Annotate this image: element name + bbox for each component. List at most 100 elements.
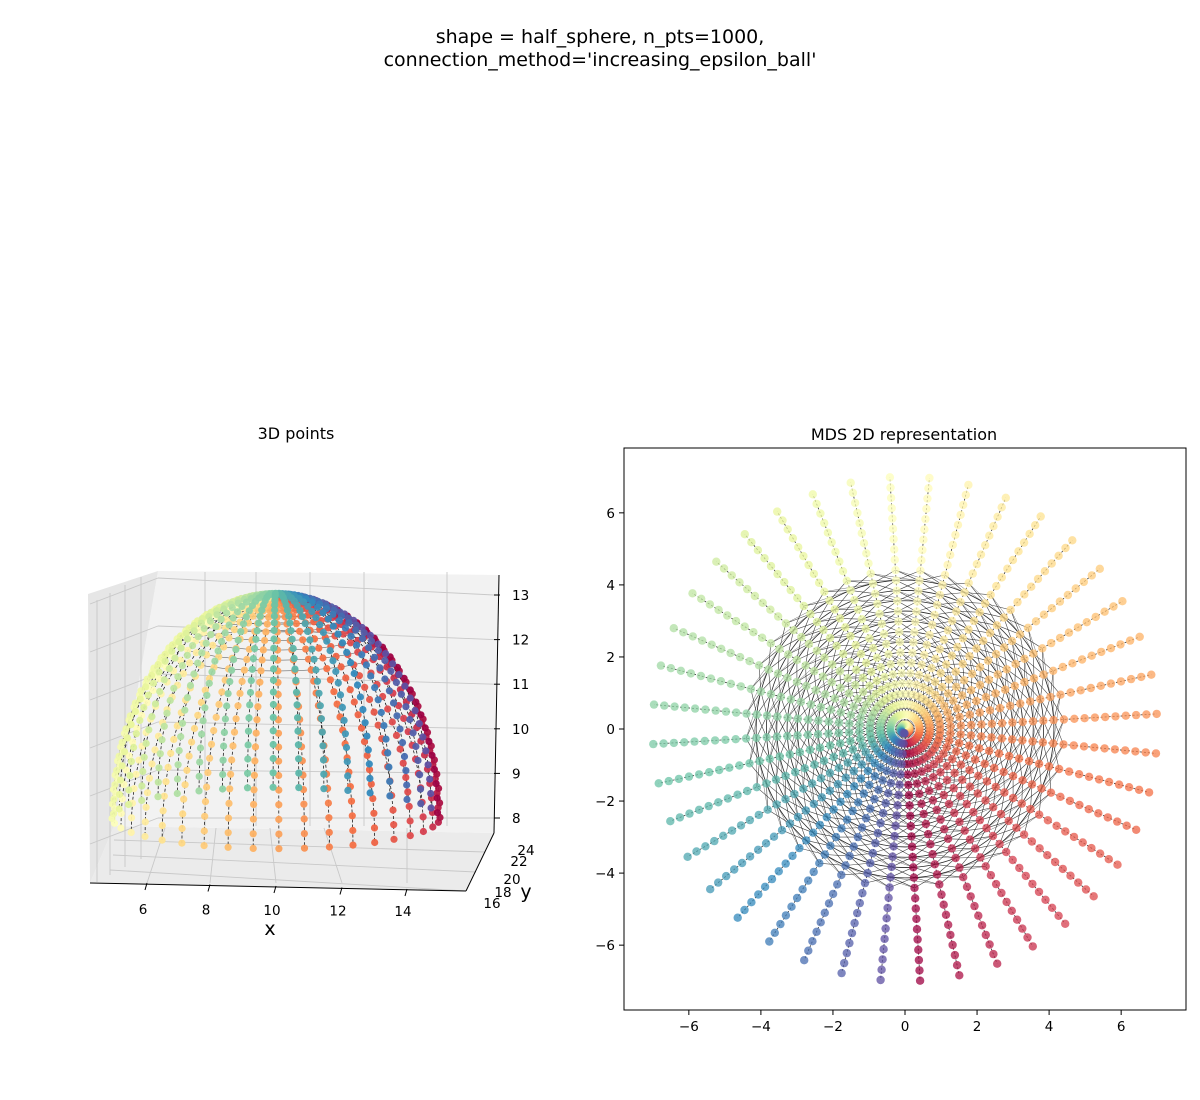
point-3d — [174, 761, 182, 769]
point-3d — [156, 750, 164, 758]
point-2d — [719, 831, 728, 840]
point-2d — [1100, 744, 1109, 753]
point-3d — [347, 797, 356, 805]
point-2d — [1065, 796, 1075, 806]
point-2d — [941, 910, 951, 919]
ring-edge — [786, 610, 1024, 848]
point-3d — [225, 621, 233, 629]
point-3d — [344, 786, 352, 795]
point-2d — [952, 682, 961, 692]
point-3d — [275, 771, 283, 780]
point-2d — [858, 888, 867, 898]
point-3d — [120, 748, 129, 756]
point-2d — [1007, 906, 1016, 915]
point-2d — [955, 738, 964, 748]
point-3d — [209, 641, 217, 649]
point-3d — [178, 719, 187, 727]
point-2d — [931, 690, 940, 700]
z-tick-label: 11 — [512, 677, 529, 693]
point-3d — [154, 661, 162, 669]
point-2d — [965, 766, 974, 775]
point-3d — [348, 812, 356, 820]
point-2d — [835, 667, 845, 676]
point-2d — [861, 624, 870, 633]
point-2d — [766, 639, 775, 648]
point-3d — [371, 684, 379, 692]
point-2d — [953, 642, 962, 652]
point-2d — [1084, 772, 1094, 781]
point-3d — [395, 671, 403, 679]
point-2d — [865, 780, 874, 790]
point-3d — [180, 795, 188, 803]
point-3d — [424, 761, 432, 769]
point-3d — [118, 738, 126, 747]
point-3d — [292, 688, 301, 696]
point-2d — [842, 576, 851, 585]
point-2d — [701, 842, 710, 851]
point-3d — [218, 637, 226, 646]
point-3d — [316, 702, 324, 710]
point-3d — [160, 676, 168, 684]
cross-edge — [1048, 744, 1064, 767]
point-2d — [1071, 584, 1081, 593]
point-2d — [937, 682, 947, 692]
point-2d — [669, 738, 679, 748]
point-2d — [1029, 674, 1039, 683]
point-2d — [855, 720, 864, 729]
point-2d — [897, 668, 906, 678]
point-3d — [296, 607, 304, 615]
cross-edge — [1023, 809, 1031, 835]
point-2d — [1004, 816, 1013, 826]
point-2d — [921, 819, 931, 829]
point-2d — [991, 689, 1000, 698]
point-2d — [953, 520, 963, 530]
cross-edge — [803, 600, 830, 607]
point-2d — [879, 629, 889, 639]
point-3d — [253, 716, 261, 724]
point-2d — [824, 717, 833, 726]
point-3d — [165, 665, 173, 673]
point-2d — [962, 799, 971, 809]
point-2d — [896, 770, 905, 779]
axes-2d-ticks: −6 −6 −4 −4 −2 −2 0 0 2 2 4 4 6 6 — [595, 506, 1125, 1035]
point-2d — [823, 528, 833, 537]
point-3d — [270, 626, 278, 635]
point-2d — [997, 734, 1006, 743]
point-3d — [376, 664, 384, 672]
cross-edge — [895, 569, 920, 582]
point-2d — [856, 774, 866, 783]
point-2d — [872, 653, 882, 662]
point-3d — [139, 767, 147, 776]
point-2d — [858, 673, 868, 682]
point-2d — [995, 703, 1005, 713]
point-2d — [1003, 564, 1012, 573]
point-2d — [1079, 577, 1089, 587]
point-2d — [931, 654, 940, 663]
point-2d — [1052, 821, 1061, 830]
point-3d — [269, 783, 277, 791]
point-3d — [234, 702, 242, 710]
point-2d — [895, 627, 904, 637]
point-2d — [911, 894, 920, 903]
point-3d — [285, 612, 293, 620]
point-2d — [955, 863, 964, 872]
point-2d — [846, 736, 855, 746]
point-3d — [201, 704, 209, 712]
point-2d — [974, 911, 983, 920]
point-2d — [831, 832, 841, 842]
back-grid-line — [157, 721, 495, 730]
point-2d — [1131, 710, 1141, 720]
point-2d — [806, 609, 815, 619]
cross-edge — [1052, 743, 1060, 770]
point-2d — [715, 765, 724, 775]
point-2d — [981, 693, 991, 702]
cross-edge — [1052, 719, 1065, 744]
point-3d — [177, 644, 185, 652]
point-3d — [392, 678, 400, 687]
point-3d — [149, 679, 157, 687]
axes-2d-title: MDS 2D representation — [811, 425, 997, 444]
point-2d — [1024, 757, 1034, 766]
point-2d — [764, 665, 773, 674]
point-2d — [975, 708, 984, 717]
